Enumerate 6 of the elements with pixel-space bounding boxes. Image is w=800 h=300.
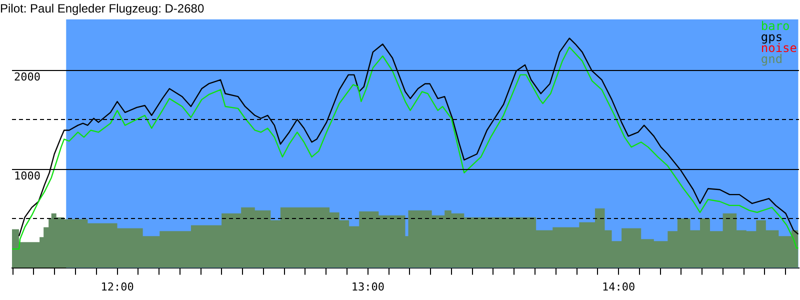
y-tick-label: 2000 <box>14 70 40 84</box>
x-tick-label: 12:00 <box>100 280 134 294</box>
x-tick-label: 14:00 <box>602 280 636 294</box>
y-tick-label: 1000 <box>14 170 40 183</box>
x-tick-label: 13:00 <box>351 280 384 294</box>
chart-title: Pilot: Paul Engleder Flugzeug: D-2680 <box>0 2 204 16</box>
